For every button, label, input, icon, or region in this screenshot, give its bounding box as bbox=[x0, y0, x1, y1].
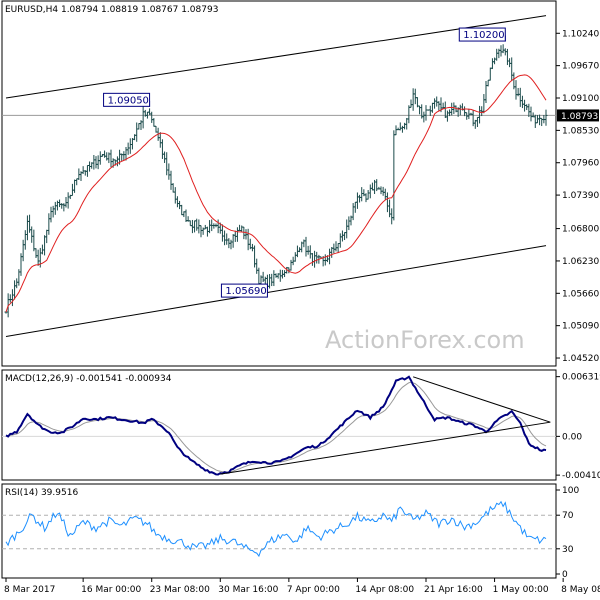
time-tick-label-7: 1 May 00:00 bbox=[493, 585, 549, 595]
macd-line bbox=[5, 375, 547, 476]
current-price-tag bbox=[557, 109, 599, 122]
time-tick-label-4: 7 Apr 00:00 bbox=[287, 585, 340, 595]
price-tick-label-6: 1.06800 bbox=[562, 225, 599, 235]
price-panel bbox=[1, 0, 557, 367]
price-layer: 1.09050 1.05690 1.10200 bbox=[2, 15, 556, 337]
callout-box-2 bbox=[458, 27, 506, 42]
price-tick-label-9: 1.05090 bbox=[562, 322, 599, 332]
rsi-panel bbox=[1, 483, 557, 579]
channel-line-0 bbox=[5, 15, 547, 99]
price-tick-label-3: 1.08530 bbox=[562, 126, 599, 136]
time-tick-label-5: 14 Apr 08:00 bbox=[355, 585, 414, 595]
macd-trendline-0 bbox=[220, 421, 551, 475]
callout-box-1 bbox=[220, 283, 268, 298]
rsi-layer bbox=[2, 500, 556, 558]
rsi-line bbox=[5, 500, 547, 558]
macd-signal-line bbox=[5, 381, 547, 473]
price-tick-label-10: 1.04520 bbox=[562, 354, 599, 364]
price-tick-label-8: 1.05660 bbox=[562, 289, 599, 299]
watermark: ActionForex.com bbox=[325, 326, 525, 354]
chart-header: EURUSD,H4 1.08794 1.08819 1.08767 1.0879… bbox=[5, 5, 218, 15]
time-tick-label-3: 30 Mar 16:00 bbox=[218, 585, 278, 595]
callout-label-0: 1.09050 bbox=[108, 95, 149, 106]
price-tick-label-0: 1.10240 bbox=[562, 29, 599, 39]
callout-box-0 bbox=[103, 92, 151, 107]
price-tick-label-5: 1.07390 bbox=[562, 191, 599, 201]
time-tick-label-0: 8 Mar 2017 bbox=[4, 585, 55, 595]
macd-tick-label-1: 0.00 bbox=[562, 432, 582, 442]
time-tick-label-1: 16 Mar 00:00 bbox=[81, 585, 141, 595]
price-tick-label-7: 1.06230 bbox=[562, 257, 599, 267]
rsi-tick-label-1: 70 bbox=[562, 511, 574, 521]
macd-tick-label-0: 0.006319 bbox=[562, 373, 600, 383]
time-tick-label-6: 21 Apr 16:00 bbox=[424, 585, 483, 595]
macd-tick-label-2: -0.004102 bbox=[562, 471, 600, 481]
macd-layer bbox=[2, 375, 556, 476]
macd-trendline-1 bbox=[412, 376, 551, 423]
current-price-label: 1.08793 bbox=[561, 112, 598, 122]
callout-label-1: 1.05690 bbox=[225, 286, 266, 297]
rsi-header: RSI(14) 39.9516 bbox=[5, 488, 78, 498]
callout-label-2: 1.10200 bbox=[463, 30, 504, 41]
axis-layer: 1.08793 1.10240 1.09670 1.09100 1.08530 1.079… bbox=[4, 29, 600, 595]
moving-average-line bbox=[5, 74, 547, 313]
rsi-tick-label-0: 100 bbox=[562, 486, 579, 496]
time-tick-label-2: 23 Mar 08:00 bbox=[150, 585, 210, 595]
rsi-tick-label-3: 0 bbox=[562, 570, 568, 580]
price-tick-label-4: 1.07960 bbox=[562, 159, 599, 169]
candle bbox=[544, 109, 548, 126]
channel-line-1 bbox=[5, 245, 547, 337]
time-tick-label-8: 8 May 08:00 bbox=[561, 585, 600, 595]
price-tick-label-2: 1.09100 bbox=[562, 94, 599, 104]
macd-header: MACD(12,26,9) -0.001541 -0.000934 bbox=[5, 374, 172, 384]
rsi-tick-label-2: 30 bbox=[562, 545, 574, 555]
price-tick-label-1: 1.09670 bbox=[562, 62, 599, 72]
